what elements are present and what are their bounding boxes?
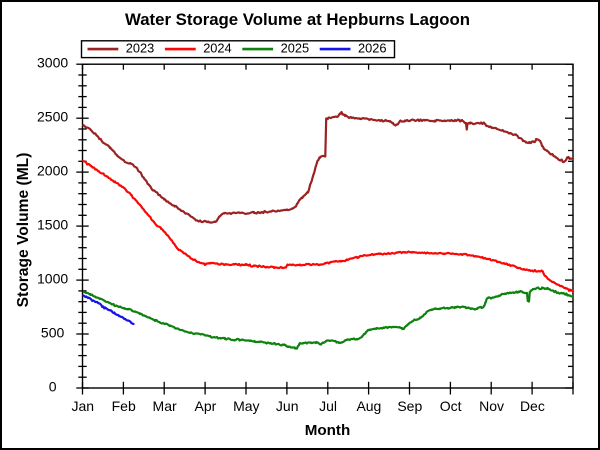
svg-text:1500: 1500 — [37, 217, 68, 233]
svg-text:Mar: Mar — [153, 398, 177, 414]
svg-text:2023: 2023 — [126, 40, 154, 55]
svg-text:3000: 3000 — [37, 55, 68, 71]
svg-text:2500: 2500 — [37, 109, 68, 125]
svg-text:Water Storage Volume at Hepbur: Water Storage Volume at Hepburns Lagoon — [125, 10, 470, 29]
svg-text:Dec: Dec — [520, 398, 545, 414]
svg-text:Jun: Jun — [276, 398, 299, 414]
svg-text:Jul: Jul — [319, 398, 337, 414]
svg-text:1000: 1000 — [37, 271, 68, 287]
svg-text:May: May — [233, 398, 259, 414]
svg-text:500: 500 — [41, 324, 65, 340]
svg-text:Nov: Nov — [479, 398, 504, 414]
svg-text:2024: 2024 — [203, 40, 231, 55]
svg-text:2026: 2026 — [358, 40, 386, 55]
svg-text:0: 0 — [49, 378, 57, 394]
svg-text:Feb: Feb — [112, 398, 136, 414]
svg-text:Aug: Aug — [356, 398, 381, 414]
svg-text:2000: 2000 — [37, 163, 68, 179]
svg-text:Sep: Sep — [397, 398, 422, 414]
svg-text:2025: 2025 — [281, 40, 309, 55]
svg-text:Apr: Apr — [195, 398, 217, 414]
svg-text:Storage Volume (ML): Storage Volume (ML) — [15, 153, 32, 308]
svg-text:Oct: Oct — [440, 398, 462, 414]
svg-text:Month: Month — [305, 422, 351, 439]
svg-text:Jan: Jan — [72, 398, 95, 414]
